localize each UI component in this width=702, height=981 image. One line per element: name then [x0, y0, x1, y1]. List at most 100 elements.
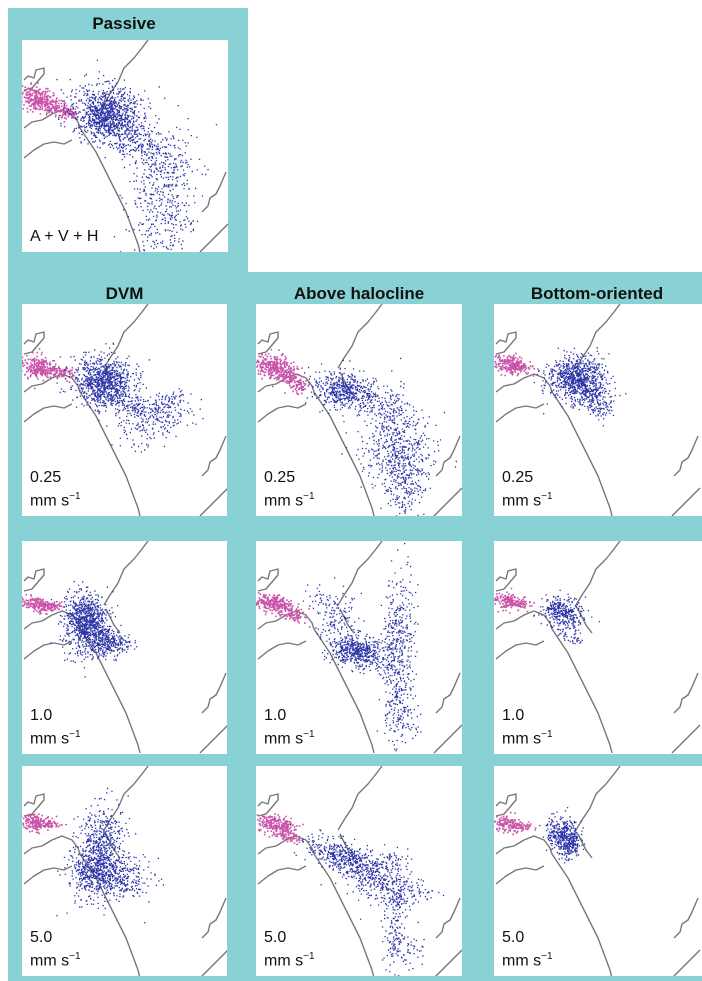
speed-label: 5.0 mm s−1 [502, 928, 553, 970]
coastline [495, 640, 545, 660]
particle-cloud [281, 828, 301, 844]
map-svg [256, 766, 462, 976]
particle-cloud [113, 86, 218, 252]
coastline [433, 487, 462, 516]
map-svg [22, 541, 227, 754]
unit-base: mm s [30, 952, 70, 969]
coastline [103, 304, 149, 369]
coastline [257, 640, 307, 660]
map-svg [494, 304, 701, 516]
particle-cloud [281, 607, 307, 624]
coastline [257, 865, 307, 885]
panel-dvm-0.25: 0.25 mm s−1 [22, 304, 227, 516]
coastline [495, 865, 545, 885]
particle-cloud [392, 686, 422, 750]
coastline [435, 897, 461, 939]
particle-cloud [22, 813, 58, 835]
panel-bottom-oriented-5.0: 5.0 mm s−1 [494, 766, 702, 976]
panel-passive: A + V + H [22, 40, 228, 252]
coastline [201, 435, 227, 477]
coastline [495, 403, 545, 423]
unit-exponent: −1 [69, 728, 81, 740]
particle-cloud [533, 589, 601, 643]
map-svg [22, 766, 227, 976]
particle-cloud [392, 936, 425, 971]
coastline [435, 435, 461, 477]
unit-exponent: −1 [69, 950, 81, 962]
particle-cloud [25, 90, 80, 119]
unit-exponent: −1 [541, 950, 553, 962]
map-svg [22, 304, 227, 516]
particle-cloud [302, 584, 339, 614]
particle-cloud [37, 820, 63, 828]
unit-base: mm s [30, 492, 70, 509]
particle-cloud [115, 394, 204, 436]
particle-cloud [555, 833, 586, 857]
particle-cloud [59, 846, 164, 924]
panel-bottom-oriented-1.0: 1.0 mm s−1 [494, 541, 702, 754]
coastline [495, 331, 517, 355]
speed-value: 1.0 [502, 706, 525, 724]
coastline [103, 40, 149, 105]
speed-label: 1.0 mm s−1 [30, 706, 81, 748]
coastline [23, 67, 45, 91]
speed-label: 1.0 mm s−1 [502, 706, 553, 748]
particle-cloud [98, 629, 136, 652]
coastline [23, 865, 73, 885]
coastline [103, 766, 149, 831]
unit-exponent: −1 [541, 490, 553, 502]
unit-exponent: −1 [303, 950, 315, 962]
coastline [257, 610, 375, 754]
panel-above-halocline-5.0: 5.0 mm s−1 [256, 766, 462, 976]
coastline [337, 766, 383, 831]
particle-cloud [62, 342, 150, 421]
particle-cloud [22, 348, 68, 390]
coastline [23, 109, 141, 252]
coastline [257, 331, 279, 355]
particle-cloud [22, 593, 63, 615]
speed-value: 0.25 [30, 468, 62, 486]
coastline [673, 897, 699, 939]
particle-cloud [299, 359, 380, 417]
coastline [435, 949, 462, 976]
particle-cloud [45, 59, 158, 152]
speed-label: 0.25 mm s−1 [264, 468, 315, 510]
coastline [495, 568, 517, 592]
particle-cloud [260, 594, 310, 623]
coastline [23, 640, 73, 660]
coastline [201, 950, 227, 976]
unit-base: mm s [30, 730, 70, 747]
particle-cloud [34, 362, 74, 380]
particle-cloud [269, 362, 305, 388]
coastline [103, 541, 149, 606]
particle-cloud [54, 355, 202, 432]
coastline [23, 610, 141, 754]
speed-value: 0.25 [502, 468, 534, 486]
coastline [23, 403, 73, 423]
unit-base: mm s [502, 730, 542, 747]
coastline [575, 541, 621, 606]
coastline [337, 304, 383, 369]
map-svg [256, 304, 462, 516]
particle-cloud [56, 787, 137, 917]
particle-cloud [256, 592, 290, 616]
particle-cloud [588, 399, 612, 417]
particle-cloud [66, 613, 126, 669]
coastline [201, 672, 227, 714]
particle-cloud [494, 587, 529, 614]
coastline [575, 304, 621, 369]
coastline [673, 435, 699, 477]
column-title-above-halocline: Above halocline [293, 284, 425, 303]
unit-base: mm s [502, 952, 542, 969]
particle-cloud [363, 357, 414, 491]
unit-exponent: −1 [69, 490, 81, 502]
speed-value: 1.0 [30, 706, 53, 724]
particle-cloud [290, 824, 399, 885]
particle-cloud [263, 815, 304, 843]
coastline [23, 139, 73, 159]
coastline [671, 724, 701, 754]
coastline [201, 897, 227, 939]
particle-cloud [378, 543, 419, 703]
speed-value: 5.0 [264, 928, 287, 946]
particle-cloud [510, 600, 535, 609]
